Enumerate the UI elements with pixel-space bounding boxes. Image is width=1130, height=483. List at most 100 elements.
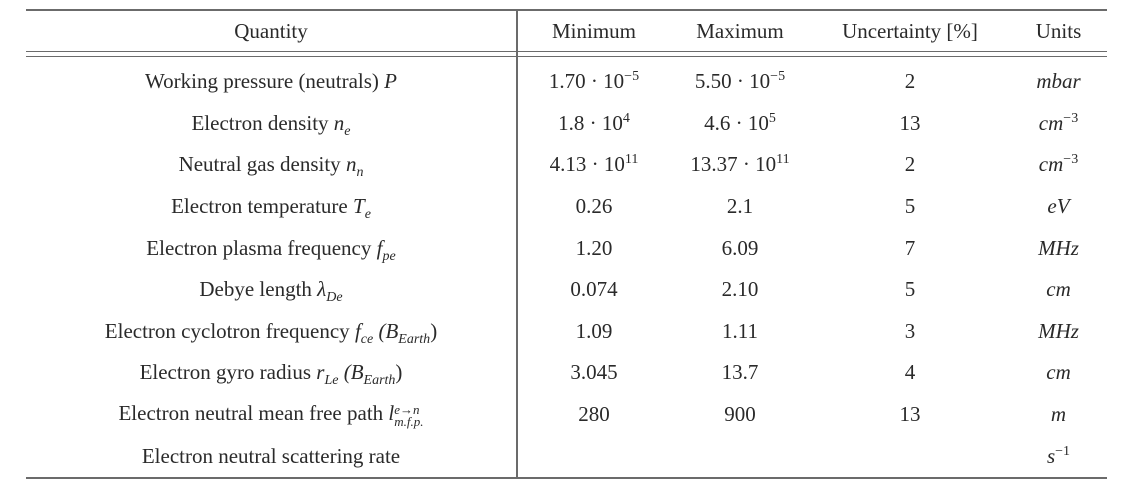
cell-quantity: Electron plasma frequency fpe — [26, 227, 518, 269]
cell-uncertainty: 3 — [904, 318, 916, 343]
cell-minimum — [517, 435, 670, 478]
table-row: Electron cyclotron frequency fce (BEarth… — [26, 310, 1107, 353]
cell-quantity: Electron cyclotron frequency fce (BEarth… — [26, 310, 518, 353]
quantity-label: Electron neutral scattering rate — [141, 443, 401, 468]
cell-units: cm — [1046, 277, 1071, 302]
suffix-close: ) — [395, 360, 403, 385]
cell-quantity: Electron neutral scattering rate — [26, 435, 518, 478]
quantity-label: Electron plasma frequency — [146, 235, 377, 260]
quantity-label: Electron density — [191, 110, 334, 135]
cell-maximum: 13.7 — [721, 360, 759, 385]
quantity-label: Debye length — [199, 277, 318, 302]
cell-minimum: 4.13 · 1011 — [549, 152, 639, 177]
plasma-parameters-table: Quantity Minimum Maximum Uncertainty [%]… — [26, 9, 1107, 479]
cell-units: m — [1050, 402, 1067, 427]
header-quantity: Quantity — [26, 10, 518, 52]
quantity-label: Electron temperature — [171, 194, 353, 219]
table-row: Electron density ne 1.8 · 104 4.6 · 105 … — [26, 102, 1107, 145]
cell-maximum: 2.10 — [721, 277, 759, 302]
cell-uncertainty: 13 — [899, 402, 921, 427]
cell-uncertainty: 5 — [904, 277, 916, 302]
double-rule — [26, 51, 1107, 57]
symbol-subscript: pe — [382, 248, 396, 264]
cell-units: s−1 — [1046, 443, 1071, 468]
table-row: Electron gyro radius rLe (BEarth) 3.045 … — [26, 352, 1107, 394]
table-row: Electron neutral mean free path l e→n m.f.… — [26, 393, 1107, 436]
table-row: Electron plasma frequency fpe 1.20 6.09 … — [26, 227, 1107, 269]
cell-minimum: 280 — [578, 402, 610, 427]
symbol-subscript: De — [326, 290, 343, 306]
cell-units: MHz — [1038, 318, 1079, 343]
cell-quantity: Electron gyro radius rLe (BEarth) — [26, 352, 518, 394]
cell-quantity: Electron neutral mean free path l e→n m.f.… — [26, 393, 518, 436]
cell-maximum: 6.09 — [721, 235, 759, 260]
quantity-symbol: r — [316, 360, 325, 385]
parameter-table-container: Quantity Minimum Maximum Uncertainty [%]… — [26, 9, 1107, 479]
cell-units: MHz — [1038, 235, 1079, 260]
cell-uncertainty: 5 — [904, 194, 916, 219]
cell-maximum: 5.50 · 10−5 — [694, 69, 786, 94]
quantity-label: Electron gyro radius — [139, 360, 317, 385]
cell-uncertainty: 4 — [904, 360, 916, 385]
cell-quantity: Electron density ne — [26, 102, 518, 145]
symbol-subsup: e→n m.f.p. — [394, 402, 424, 430]
cell-uncertainty: 7 — [904, 235, 916, 260]
cell-units: cm−3 — [1038, 152, 1079, 177]
quantity-symbol: l — [388, 401, 395, 426]
header-uncertainty: Uncertainty [%] — [810, 10, 1010, 52]
symbol-suffix: (B — [338, 360, 364, 385]
quantity-symbol: f — [354, 318, 361, 343]
symbol-suffix: (B — [373, 318, 399, 343]
quantity-symbol: λ — [317, 277, 327, 302]
quantity-symbol: P — [384, 69, 397, 94]
suffix-subscript: Earth — [398, 331, 431, 347]
cell-minimum: 1.70 · 10−5 — [548, 69, 640, 94]
table-row: Debye length λDe 0.074 2.10 5 cm — [26, 268, 1107, 311]
table-row: Neutral gas density nn 4.13 · 1011 13.37… — [26, 144, 1107, 186]
symbol-subscript: Le — [324, 373, 339, 389]
symbol-subscript: n — [356, 165, 364, 181]
quantity-symbol: n — [333, 110, 345, 135]
cell-uncertainty: 2 — [904, 69, 916, 94]
cell-maximum: 4.6 · 105 — [704, 110, 776, 135]
quantity-symbol: n — [345, 152, 357, 177]
suffix-close: ) — [430, 318, 438, 343]
quantity-label: Neutral gas density — [178, 152, 346, 177]
header-row: Quantity Minimum Maximum Uncertainty [%]… — [26, 10, 1107, 52]
cell-maximum: 1.11 — [722, 318, 758, 343]
cell-units: cm−3 — [1038, 110, 1079, 135]
cell-units: eV — [1047, 194, 1070, 219]
cell-minimum: 1.09 — [575, 318, 613, 343]
cell-uncertainty: 2 — [904, 152, 916, 177]
cell-units: cm — [1046, 360, 1071, 385]
cell-quantity: Electron temperature Te — [26, 185, 518, 228]
table-row: Electron temperature Te 0.26 2.1 5 eV — [26, 185, 1107, 228]
cell-minimum: 1.8 · 104 — [558, 110, 630, 135]
cell-maximum: 2.1 — [726, 194, 754, 219]
cell-minimum: 0.074 — [570, 277, 618, 302]
table-row: Electron neutral scattering rate s−1 — [26, 435, 1107, 478]
cell-quantity: Working pressure (neutrals) P — [26, 56, 518, 103]
cell-uncertainty: 13 — [899, 110, 921, 135]
symbol-subscript: e — [364, 207, 371, 223]
cell-minimum: 3.045 — [570, 360, 618, 385]
cell-quantity: Neutral gas density nn — [26, 144, 518, 186]
header-maximum: Maximum — [670, 10, 810, 52]
cell-uncertainty — [810, 435, 1010, 478]
cell-maximum — [670, 435, 810, 478]
quantity-label: Electron neutral mean free path — [118, 401, 389, 426]
cell-maximum: 13.37 · 1011 — [690, 152, 790, 177]
cell-minimum: 1.20 — [575, 235, 613, 260]
symbol-subscript: e — [344, 123, 351, 139]
quantity-symbol: f — [376, 235, 383, 260]
quantity-label: Working pressure (neutrals) — [145, 69, 385, 94]
cell-units: mbar — [1036, 69, 1081, 94]
suffix-subscript: Earth — [363, 373, 396, 389]
cell-minimum: 0.26 — [575, 194, 613, 219]
cell-maximum: 900 — [724, 402, 756, 427]
table-body: Working pressure (neutrals) P 1.70 · 10−… — [26, 56, 1107, 478]
header-units: Units — [1010, 10, 1107, 52]
quantity-label: Electron cyclotron frequency — [104, 318, 355, 343]
quantity-symbol: T — [353, 194, 365, 219]
header-minimum: Minimum — [517, 10, 670, 52]
